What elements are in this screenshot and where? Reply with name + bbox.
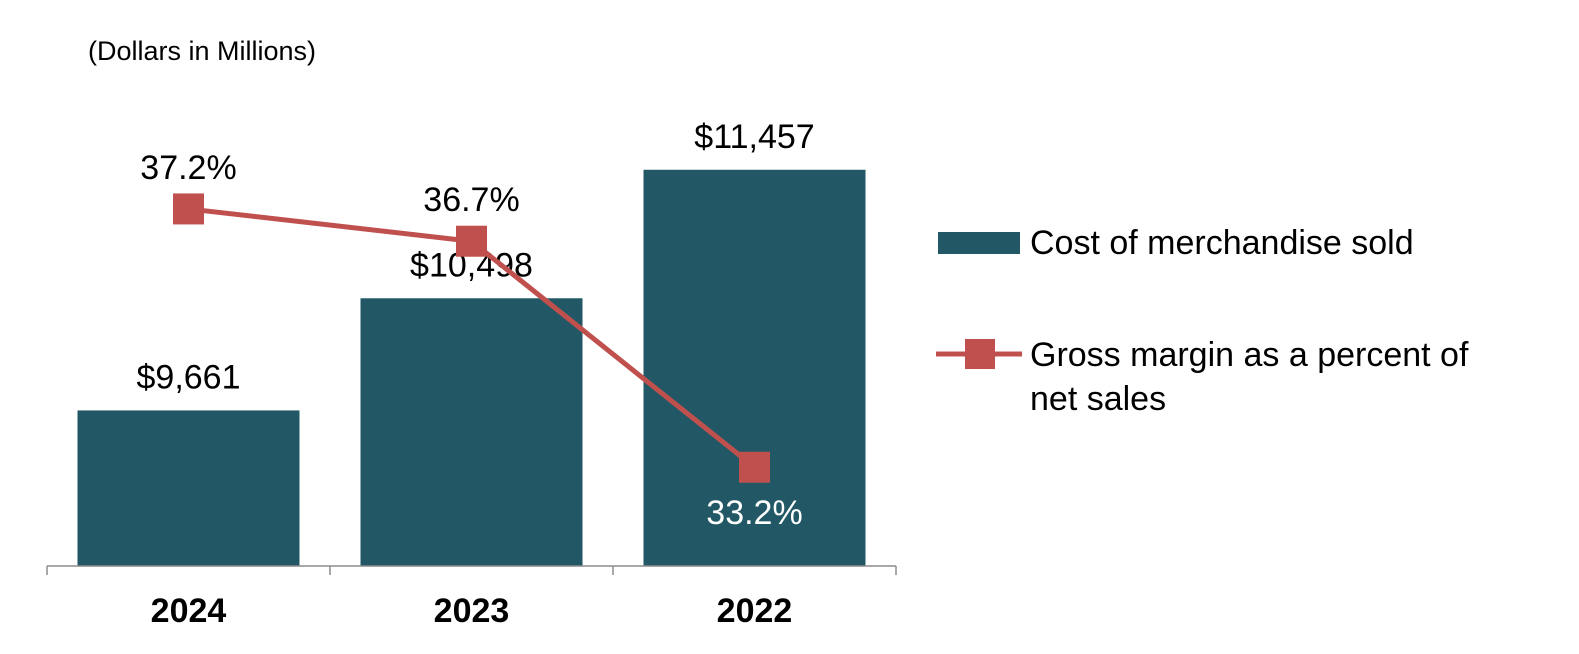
bar-value-labels: $9,661$10,498$11,457 <box>137 118 815 397</box>
margin-marker-2024 <box>173 193 204 225</box>
bars <box>77 169 866 566</box>
x-tick-label-2022: 2022 <box>717 592 793 630</box>
bar-2022 <box>643 169 866 566</box>
margin-line-series <box>173 193 770 483</box>
x-tick-label-2023: 2023 <box>434 592 510 630</box>
legend-label-margin-line1: Gross margin as a percent of <box>1030 336 1469 374</box>
margin-label-2023: 36.7% <box>423 181 519 219</box>
unit-label: (Dollars in Millions) <box>88 36 316 66</box>
bar-2024 <box>77 410 300 566</box>
x-axis <box>46 565 897 575</box>
legend: Cost of merchandise sold Gross margin as… <box>936 224 1469 418</box>
legend-marker-swatch <box>965 339 995 369</box>
x-tick-label-2024: 2024 <box>151 592 227 630</box>
margin-marker-2023 <box>456 225 487 257</box>
legend-label-cost: Cost of merchandise sold <box>1030 224 1414 262</box>
margin-label-2024: 37.2% <box>140 149 236 187</box>
x-axis-tick-labels: 2024 2023 2022 <box>151 592 793 630</box>
bar-label-2024: $9,661 <box>137 358 241 396</box>
margin-marker-2022 <box>739 451 770 483</box>
bar-2023 <box>360 298 583 566</box>
legend-bar-swatch <box>938 232 1020 254</box>
margin-value-labels: 37.2% 36.7% 33.2% <box>140 149 802 532</box>
bar-label-2022: $11,457 <box>694 118 814 156</box>
legend-label-margin-line2: net sales <box>1030 380 1166 418</box>
margin-label-2022: 33.2% <box>706 494 802 532</box>
